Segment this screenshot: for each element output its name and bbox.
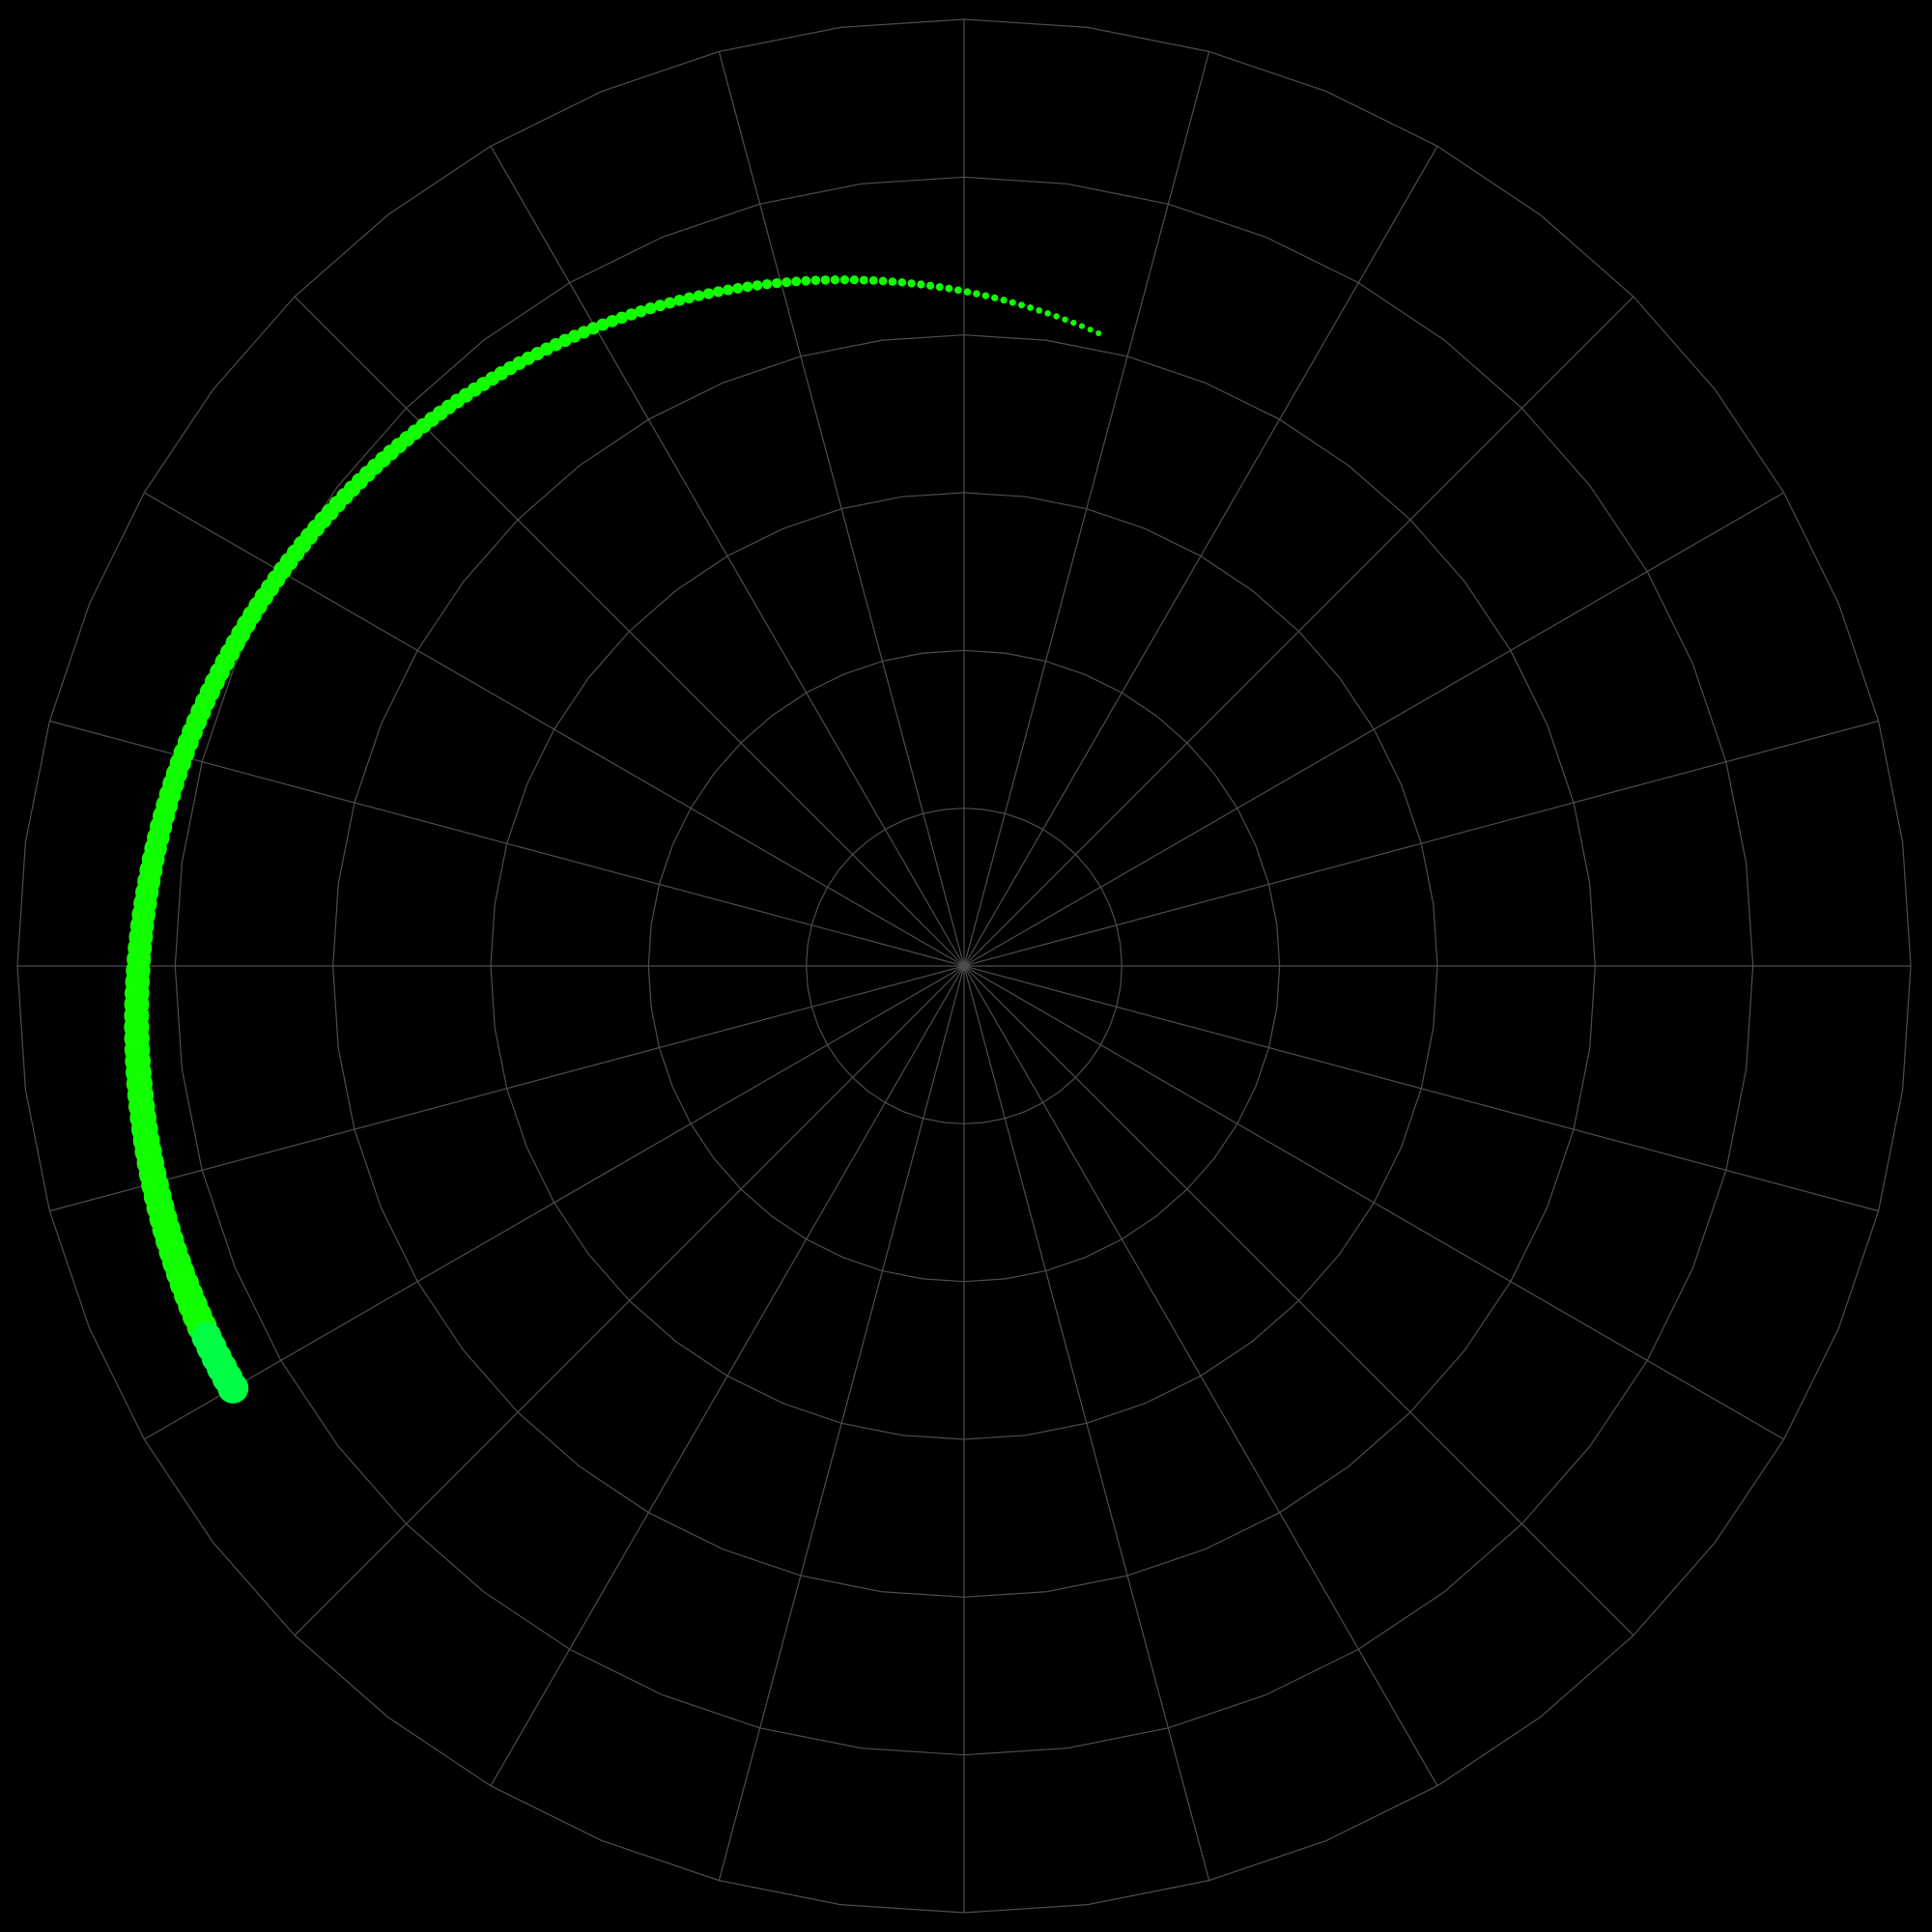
data-point — [781, 277, 792, 288]
data-point — [801, 275, 811, 286]
data-point — [1053, 313, 1060, 320]
data-point — [596, 318, 610, 331]
grid-spoke-30 — [963, 492, 1784, 967]
data-point — [693, 290, 705, 301]
data-point — [897, 278, 907, 287]
data-point — [935, 283, 944, 292]
data-point — [1087, 327, 1094, 333]
data-point — [732, 283, 744, 294]
grid-spoke-300 — [963, 965, 1438, 1786]
grid-spoke-45 — [963, 296, 1634, 967]
data-point — [615, 311, 628, 325]
data-point — [654, 299, 667, 312]
data-point — [810, 275, 821, 286]
grid-spoke-15 — [963, 720, 1879, 967]
data-point — [945, 284, 953, 293]
data-point — [926, 281, 935, 290]
data-point — [859, 275, 868, 285]
data-point — [1009, 298, 1016, 306]
data-point — [1018, 301, 1025, 309]
grid-spoke-240 — [490, 965, 965, 1786]
grid-spoke-135 — [294, 296, 965, 967]
data-point — [954, 286, 962, 295]
data-point — [888, 277, 897, 286]
data-point — [635, 305, 647, 318]
data-point — [868, 275, 878, 285]
grid-spoke-120 — [490, 146, 965, 967]
polar-grid-spokes — [17, 19, 1911, 1913]
data-point — [625, 308, 638, 321]
data-point — [830, 274, 840, 285]
data-point — [1044, 310, 1051, 317]
data-point — [742, 281, 753, 293]
data-point — [1027, 304, 1035, 311]
data-series — [124, 274, 1102, 1404]
grid-spoke-330 — [963, 965, 1784, 1440]
grid-spoke-105 — [718, 51, 965, 967]
data-point — [723, 284, 734, 296]
data-point — [820, 275, 831, 285]
data-point — [673, 295, 686, 306]
data-point — [963, 288, 972, 296]
grid-spoke-165 — [49, 720, 965, 967]
data-point — [839, 275, 850, 285]
data-point — [981, 292, 990, 299]
data-point — [849, 275, 859, 285]
data-point — [791, 276, 802, 287]
data-point — [761, 279, 773, 290]
data-point — [1095, 329, 1102, 336]
data-point — [1070, 320, 1077, 327]
data-point — [1000, 297, 1008, 304]
grid-spoke-345 — [963, 965, 1879, 1212]
grid-spoke-285 — [963, 965, 1210, 1881]
data-point — [1078, 323, 1086, 329]
grid-spoke-60 — [963, 146, 1438, 967]
grid-spoke-225 — [294, 965, 965, 1636]
data-point — [644, 302, 657, 315]
data-point — [1062, 316, 1068, 323]
data-point — [702, 288, 715, 299]
data-point — [664, 297, 676, 309]
data-point — [713, 286, 724, 298]
grid-spoke-150 — [144, 492, 965, 967]
data-point — [752, 280, 763, 291]
grid-spoke-255 — [718, 965, 965, 1881]
grid-spoke-210 — [144, 965, 965, 1440]
data-point — [771, 277, 782, 289]
data-point — [991, 294, 999, 301]
data-point — [973, 290, 980, 298]
grid-spoke-195 — [49, 965, 965, 1212]
data-point — [606, 315, 619, 327]
data-point — [683, 292, 696, 304]
grid-spoke-315 — [963, 965, 1634, 1636]
data-point — [1036, 307, 1043, 314]
data-point — [878, 276, 888, 286]
grid-spoke-75 — [963, 51, 1210, 967]
data-point — [907, 279, 916, 288]
data-point — [917, 280, 925, 289]
data-point — [217, 1372, 249, 1404]
